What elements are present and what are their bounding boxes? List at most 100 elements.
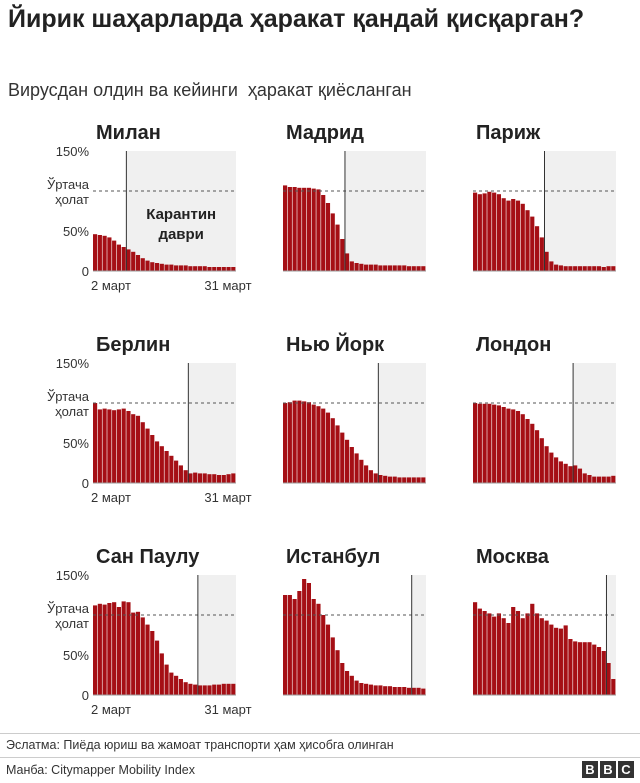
city-chart: Нью Йорк [283, 332, 426, 484]
data-bar [178, 265, 183, 271]
data-bar [596, 647, 602, 695]
data-bar [311, 188, 316, 271]
data-bar [102, 408, 107, 483]
y-tick-label: 150% [56, 568, 90, 583]
data-bar [539, 438, 544, 483]
data-bar [335, 650, 340, 695]
data-bar [501, 618, 506, 695]
data-bar [311, 404, 316, 483]
data-bar [544, 446, 549, 483]
data-bar [121, 408, 126, 483]
data-bar [226, 683, 231, 695]
bbc-logo-letter: B [600, 761, 616, 778]
data-bar [297, 400, 302, 483]
data-bar [554, 457, 559, 483]
data-bar [145, 428, 150, 483]
lockdown-shade [197, 575, 236, 695]
data-bar [378, 265, 383, 271]
data-bar [520, 203, 525, 271]
data-bar [596, 266, 602, 271]
x-tick-label: 2 март [91, 490, 131, 505]
data-bar [212, 684, 217, 695]
data-bar [492, 616, 497, 695]
data-bar [549, 624, 554, 695]
data-bar [554, 627, 559, 695]
data-bar [592, 266, 597, 271]
data-bar [102, 604, 107, 695]
data-bar [506, 200, 511, 271]
city-title: Москва [476, 546, 550, 568]
lockdown-shade [573, 363, 616, 483]
data-bar [383, 265, 388, 271]
data-bar [169, 264, 174, 271]
lockdown-annotation: даври [158, 226, 203, 243]
data-bar [283, 595, 288, 695]
data-bar [558, 461, 563, 483]
data-bar [169, 672, 174, 695]
lockdown-shade [411, 575, 426, 695]
data-bar [558, 628, 563, 695]
data-bar [202, 266, 207, 271]
data-bar [487, 613, 492, 695]
data-bar [592, 476, 597, 483]
data-bar [183, 470, 188, 483]
city-title: Сан Паулу [96, 546, 200, 568]
x-tick-label: 31 март [204, 702, 251, 717]
data-bar [321, 195, 326, 271]
data-bar [221, 683, 226, 695]
y-tick-label: 0 [82, 688, 89, 703]
data-bar [582, 642, 587, 695]
data-bar [193, 684, 198, 695]
data-bar [207, 474, 212, 483]
data-bar [231, 683, 236, 695]
data-bar [359, 263, 364, 271]
data-bar [378, 475, 383, 483]
data-bar [197, 685, 203, 695]
data-bar [402, 477, 407, 483]
data-bar [306, 583, 311, 695]
data-bar [292, 187, 297, 271]
data-bar [306, 402, 311, 483]
y-tick-label: 0 [82, 476, 89, 491]
city-chart: Истанбул [283, 546, 426, 696]
data-bar [492, 192, 497, 271]
data-bar [378, 685, 383, 695]
data-bar [473, 403, 478, 483]
data-bar [563, 463, 568, 483]
data-bar [606, 476, 611, 483]
data-bar [221, 475, 226, 483]
data-bar [97, 235, 102, 271]
data-bar [354, 453, 359, 483]
data-bar [121, 601, 126, 695]
data-bar [411, 266, 416, 271]
city-chart: Москва [473, 546, 616, 696]
data-bar [611, 266, 616, 271]
data-bar [340, 432, 345, 483]
average-label: ҳолат [55, 192, 89, 207]
source-note: Манба: Citymapper Mobility Index [6, 763, 195, 777]
data-bar [349, 447, 354, 483]
data-bar [549, 452, 554, 483]
data-bar [330, 418, 335, 483]
data-bar [321, 615, 326, 695]
data-bar [330, 213, 335, 271]
data-bar [496, 613, 501, 695]
data-bar [573, 465, 578, 483]
data-bar [587, 266, 592, 271]
page-subtitle: Вирусдан олдин ва кейинги ҳаракат қиёсла… [8, 80, 412, 100]
data-bar [364, 683, 369, 695]
data-bar [421, 477, 426, 483]
y-tick-label: 50% [63, 648, 89, 663]
data-bar [178, 465, 183, 483]
data-bar [539, 618, 544, 695]
data-bar [411, 687, 416, 695]
city-title: Милан [96, 122, 161, 144]
y-tick-label: 50% [63, 436, 89, 451]
data-bar [511, 607, 516, 695]
data-bar [601, 267, 606, 271]
data-bar [131, 414, 136, 483]
data-bar [226, 267, 231, 271]
data-bar [97, 409, 102, 483]
data-bar [477, 403, 482, 483]
